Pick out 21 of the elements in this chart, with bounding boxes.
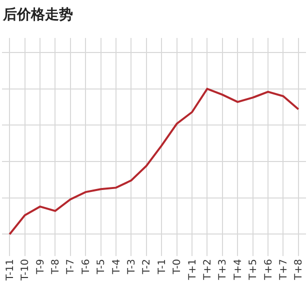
- x-tick-label: T-3: [126, 259, 138, 276]
- x-tick-label: T+6: [263, 259, 274, 281]
- x-tick-label: T+5: [248, 259, 260, 281]
- x-tick-label: T-4: [111, 259, 122, 276]
- x-tick-label: T-10: [20, 259, 32, 282]
- x-tick-label: T+2: [202, 259, 214, 281]
- x-tick-label: T+1: [187, 259, 198, 281]
- x-tick-label: T-1: [156, 259, 168, 276]
- x-tick-label: T-5: [96, 259, 108, 276]
- x-tick-label: T-9: [35, 259, 46, 276]
- x-tick-label: T-8: [50, 259, 62, 276]
- x-tick-label: T-7: [66, 259, 77, 276]
- chart-title: 后价格走势: [2, 6, 74, 24]
- x-tick-label: T-0: [172, 259, 184, 276]
- x-tick-label: T-2: [142, 259, 153, 276]
- x-tick-label: T+8: [294, 259, 305, 281]
- x-tick-label: T-6: [80, 259, 92, 276]
- x-tick-label: T+7: [278, 259, 290, 281]
- x-tick-label: T+4: [232, 259, 244, 281]
- x-tick-label: T+3: [218, 259, 229, 281]
- x-tick-label: T-11: [4, 259, 16, 282]
